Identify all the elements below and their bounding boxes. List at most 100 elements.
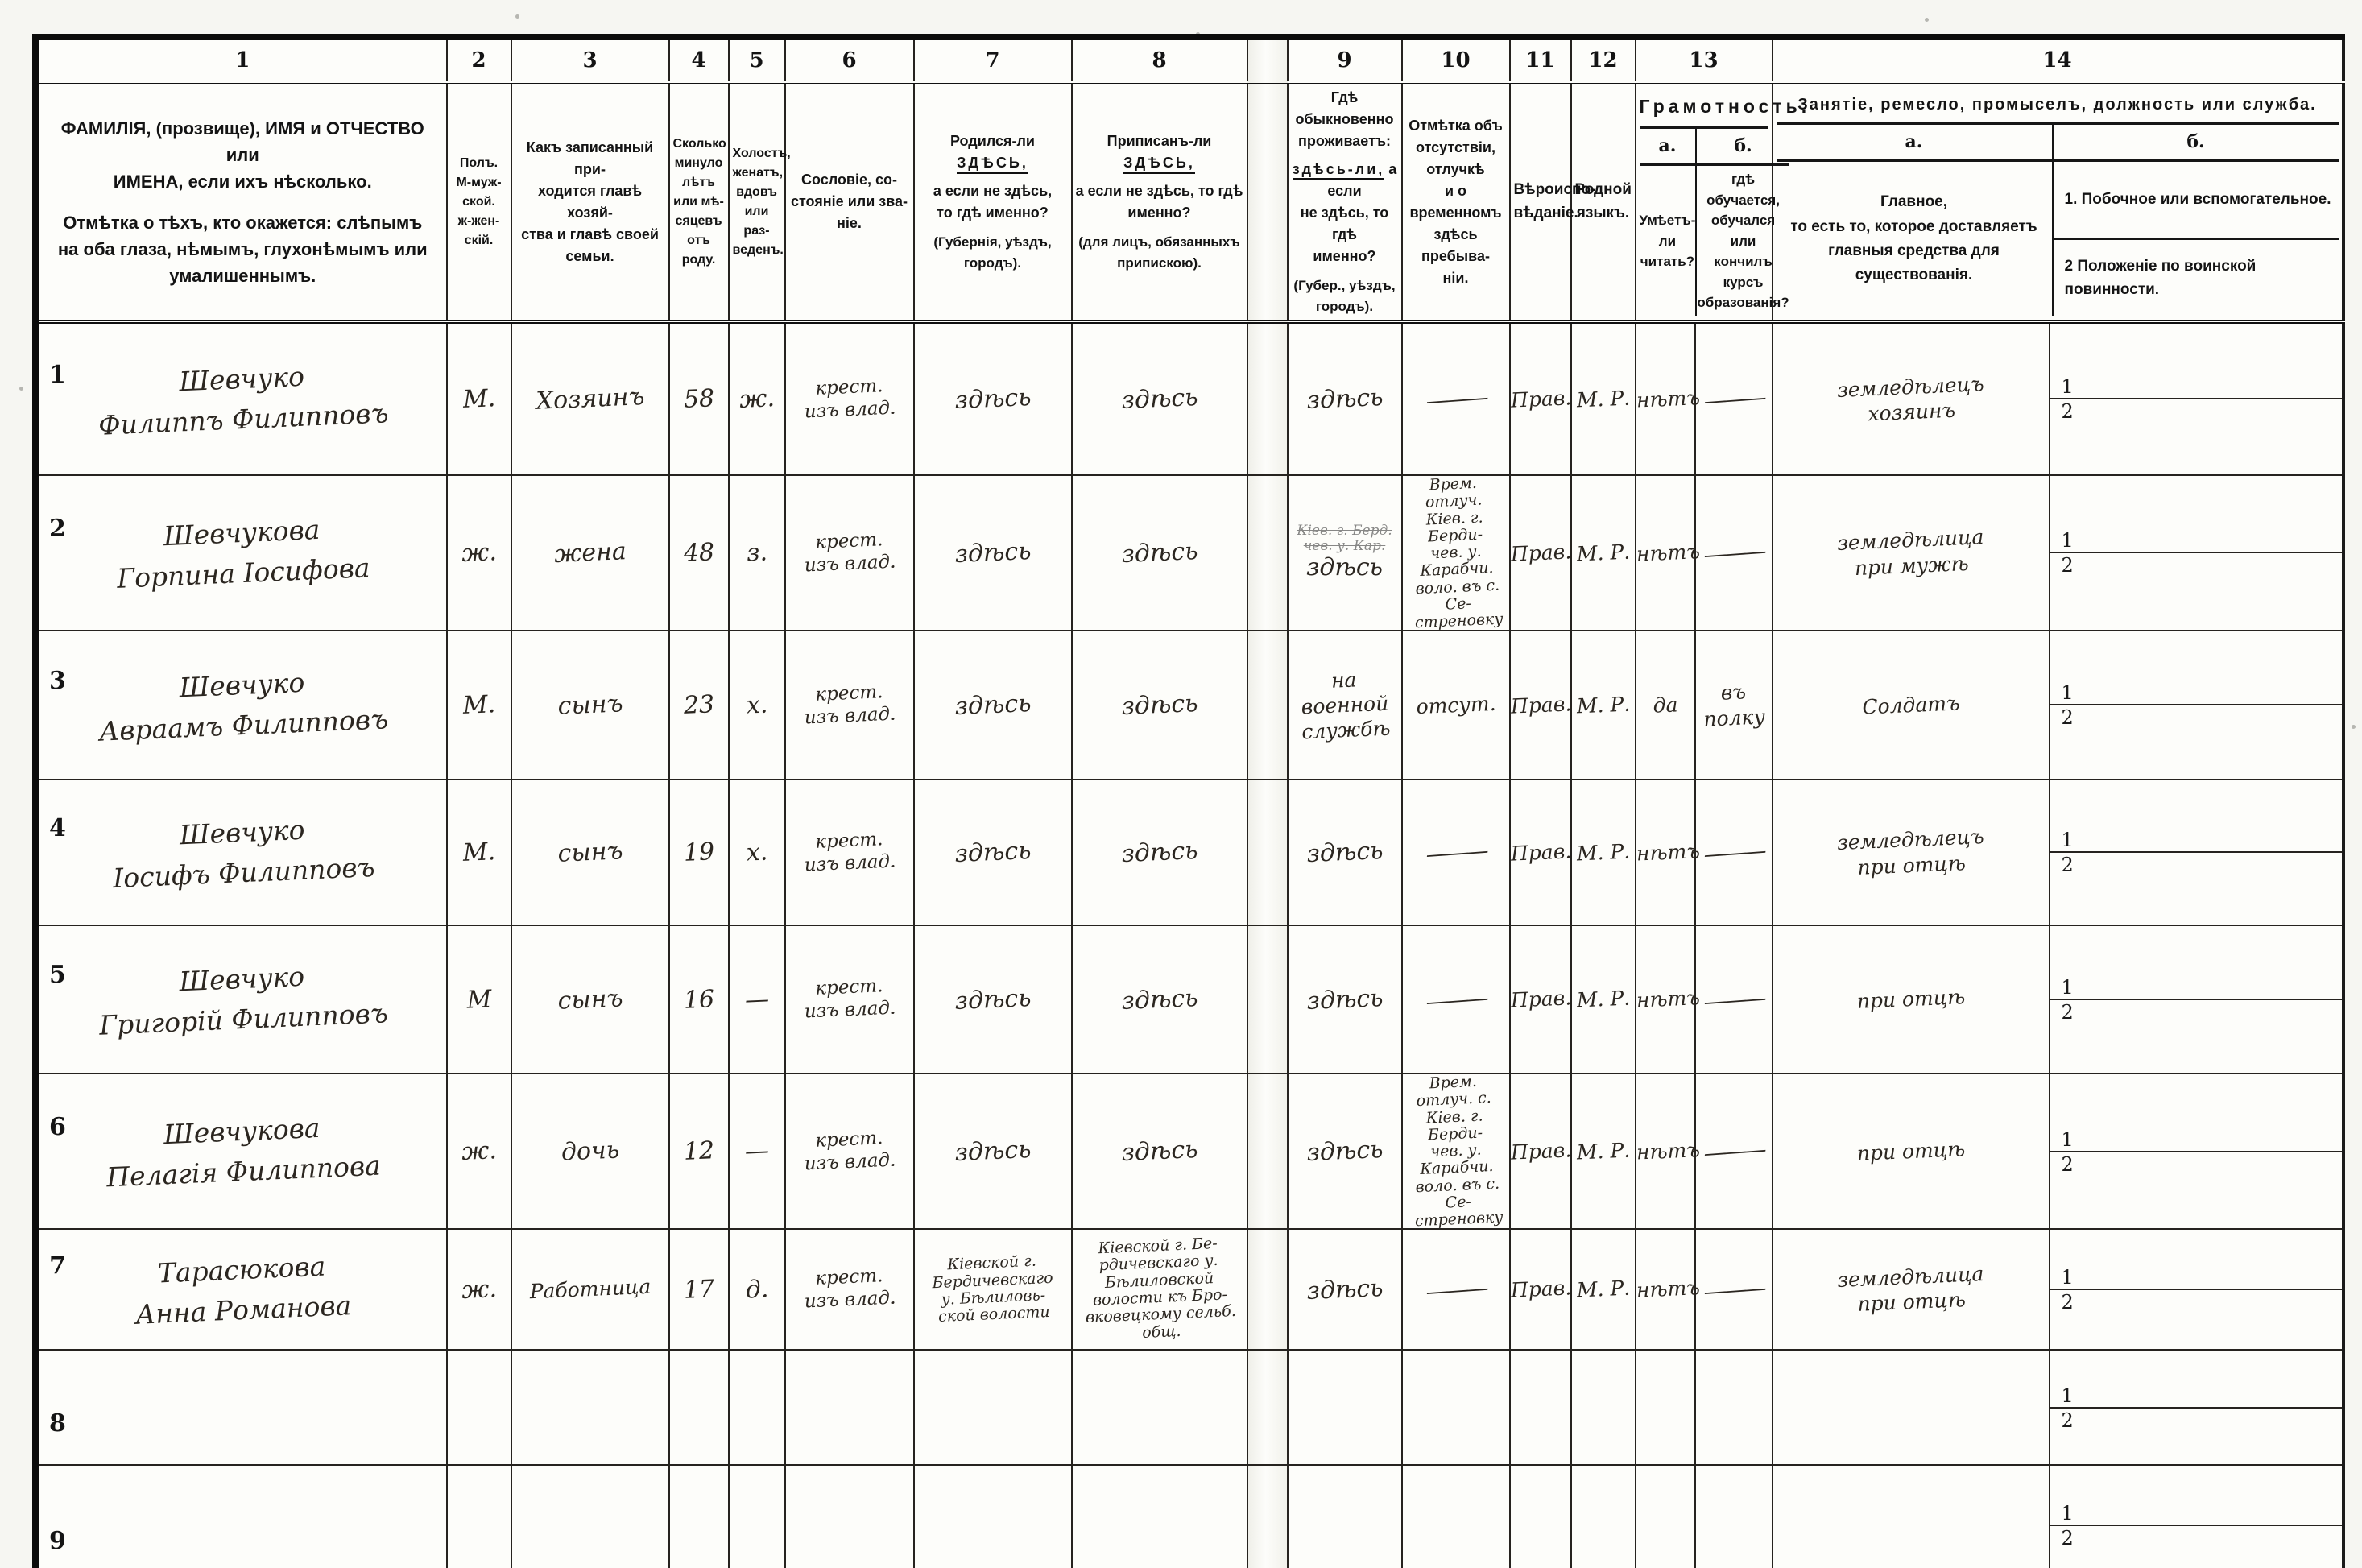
cell-estate: крест. изъ влад. (781, 1070, 917, 1232)
cell-marital: д. (726, 1227, 788, 1351)
cell-age: 16 (665, 924, 732, 1075)
cell-marital: х. (725, 778, 788, 927)
literacy-b-label: б. (1697, 129, 1789, 166)
cell-birthplace: здѣсь (910, 921, 1075, 1078)
cell-relation: сынъ (507, 921, 672, 1078)
cell-literacy: нѣтъ (1632, 778, 1700, 927)
cell-age (668, 1349, 730, 1467)
cell-residence: на военной службѣ (1284, 627, 1405, 782)
side-sub2-label: 2 (2061, 400, 2074, 424)
side-sub1-label: 1 (2061, 529, 2074, 552)
cell-language: М. Р. (1568, 1227, 1638, 1351)
scan-speck (19, 387, 23, 391)
row-number: 1 (49, 360, 66, 389)
cell-education: ——— (1689, 1070, 1778, 1232)
cell-residence (1286, 1349, 1403, 1467)
cell-estate: крест. изъ влад. (781, 776, 917, 929)
cell-registration: здѣсь (1068, 317, 1251, 479)
cell-relation: сынъ (507, 627, 672, 784)
cell-relation: дочь (507, 1069, 672, 1233)
page-fold-gap (1246, 1228, 1289, 1351)
cell-name: 7 Тарасюкова Анна Романова (35, 1228, 448, 1351)
column-number-6: 6 (784, 36, 915, 84)
census-table: 1 2 3 4 5 6 7 8 9 10 11 12 13 14 ФАМИЛІЯ… (32, 34, 2345, 1568)
cell-age: 58 (665, 320, 732, 477)
column-header-estate: Сословіе, со- стояніе или зва- ніе. (784, 81, 915, 324)
row-number: 8 (49, 1409, 66, 1438)
literacy-a-text: Умѣетъ- ли читать? (1639, 213, 1696, 269)
occupation-b-item1: 1. Побочное или вспомогательное. (2053, 162, 2339, 240)
cell-education: ——— (1689, 472, 1778, 634)
cell-birthplace: здѣсь (910, 776, 1075, 929)
table-row: 7 Тарасюкова Анна Романова ж. Работница 1… (35, 1223, 2344, 1356)
cell-relation (510, 1464, 670, 1568)
cell-name: 6 Шевчукова Пелагія Филиппова (35, 1072, 448, 1231)
cell-language: М. Р. (1567, 924, 1639, 1075)
side-sub2-label: 2 (2061, 706, 2074, 730)
cell-residence: здѣсь (1284, 1227, 1404, 1353)
cell-faith (1508, 1349, 1572, 1467)
cell-language (1570, 1464, 1636, 1568)
header-reg-text: Приписанъ-ли (1107, 133, 1212, 149)
occupation-title: Занятіе, ремесло, промыселъ, должность и… (1776, 87, 2339, 125)
column-number-11: 11 (1508, 36, 1572, 84)
cell-education: ——— (1690, 776, 1777, 929)
side-sub2-label: 2 (2061, 1152, 2074, 1176)
side-sub1-label: 1 (2061, 1502, 2074, 1525)
column-header-absence: Отмѣтка объ отсутствіи, отлучкѣ и о врем… (1400, 81, 1511, 324)
cell-absence: Врем. отлуч. с. Кіев. г. Берди- чев. у. … (1398, 1071, 1513, 1232)
occupation-a-text: Главное, то есть то, которое доставляетъ… (1790, 193, 2037, 284)
cell-faith: Прав. (1506, 320, 1574, 477)
cell-relation: Работница (508, 1226, 672, 1354)
header-res-text2: а если не здѣсь, то гдѣ именно? (1300, 161, 1397, 264)
handwritten-name: Шевчуко Григорій Филипповъ (98, 961, 389, 1041)
cell-language: М. Р. (1567, 629, 1639, 781)
cell-name: 8 (35, 1349, 448, 1467)
cell-estate: крест. изъ влад. (782, 1226, 916, 1353)
cell-occupation-side: 1 2 (2048, 321, 2344, 476)
cell-birthplace: Кіевской г. Бердичевскаго у. Бѣлиловь- с… (911, 1226, 1074, 1354)
header-born-paren: (Губернія, уѣздъ, городъ). (933, 234, 1052, 271)
cell-occupation-main (1771, 1349, 2050, 1467)
occupation-a-label: а. (1776, 125, 2052, 162)
cell-occupation-main: земледѣлецъ при отцѣ (1768, 773, 2053, 932)
header-born-underlined: ЗДѢСЬ, (957, 155, 1028, 174)
cell-absence: отсут. (1398, 628, 1513, 782)
cell-education: въ полку (1691, 628, 1776, 781)
cell-age: 17 (666, 1227, 731, 1351)
cell-residence: здѣсь (1284, 1070, 1405, 1232)
literacy-title: Грамотность. (1639, 87, 1806, 129)
page-fold-gap (1246, 1349, 1289, 1467)
cell-birthplace: здѣсь (910, 318, 1075, 478)
cell-sex (445, 1464, 512, 1568)
handwritten-name: Шевчуко Филиппъ Филипповъ (97, 360, 390, 441)
cell-faith: Прав. (1506, 924, 1574, 1075)
cell-relation: сынъ (507, 776, 672, 929)
cell-marital: з. (725, 474, 788, 632)
cell-registration: здѣсь (1068, 776, 1251, 929)
cell-registration: здѣсь (1068, 1069, 1251, 1233)
cell-age: 23 (665, 629, 732, 781)
column-header-relation: Какъ записанный при- ходится главѣ хозяй… (510, 81, 670, 324)
cell-registration: здѣсь (1068, 470, 1251, 635)
side-sub2-label: 2 (2061, 854, 2074, 877)
cell-estate (784, 1349, 915, 1467)
cell-name: 5 Шевчуко Григорій Филипповъ (35, 924, 448, 1074)
cell-name: 3 Шевчуко Авраамъ Филипповъ (35, 629, 448, 780)
cell-language (1570, 1349, 1636, 1467)
cell-literacy: нѣтъ (1632, 320, 1700, 477)
cell-marital: х. (725, 629, 788, 781)
cell-sex: М (443, 924, 515, 1075)
table-row: 5 Шевчуко Григорій Филипповъ М сынъ 16 — … (35, 919, 2344, 1080)
cell-education: ——— (1689, 319, 1778, 478)
table-row: 2 Шевчукова Горпина Іосифова ж. жена 48 з… (35, 469, 2344, 637)
handwritten-name: Тарасюкова Анна Романова (134, 1250, 353, 1330)
cell-occupation-side: 1 2 (2048, 778, 2344, 926)
cell-sex: ж. (443, 1072, 515, 1231)
page-fold-gap (1246, 629, 1289, 780)
cell-sex: М. (443, 320, 515, 477)
cell-faith: Прав. (1506, 629, 1574, 781)
cell-occupation-main: земледѣлица при отцѣ (1769, 1223, 2052, 1356)
cell-education (1694, 1464, 1773, 1568)
header-reg-paren: (для лицъ, обязанныхъ припискою). (1078, 234, 1240, 271)
